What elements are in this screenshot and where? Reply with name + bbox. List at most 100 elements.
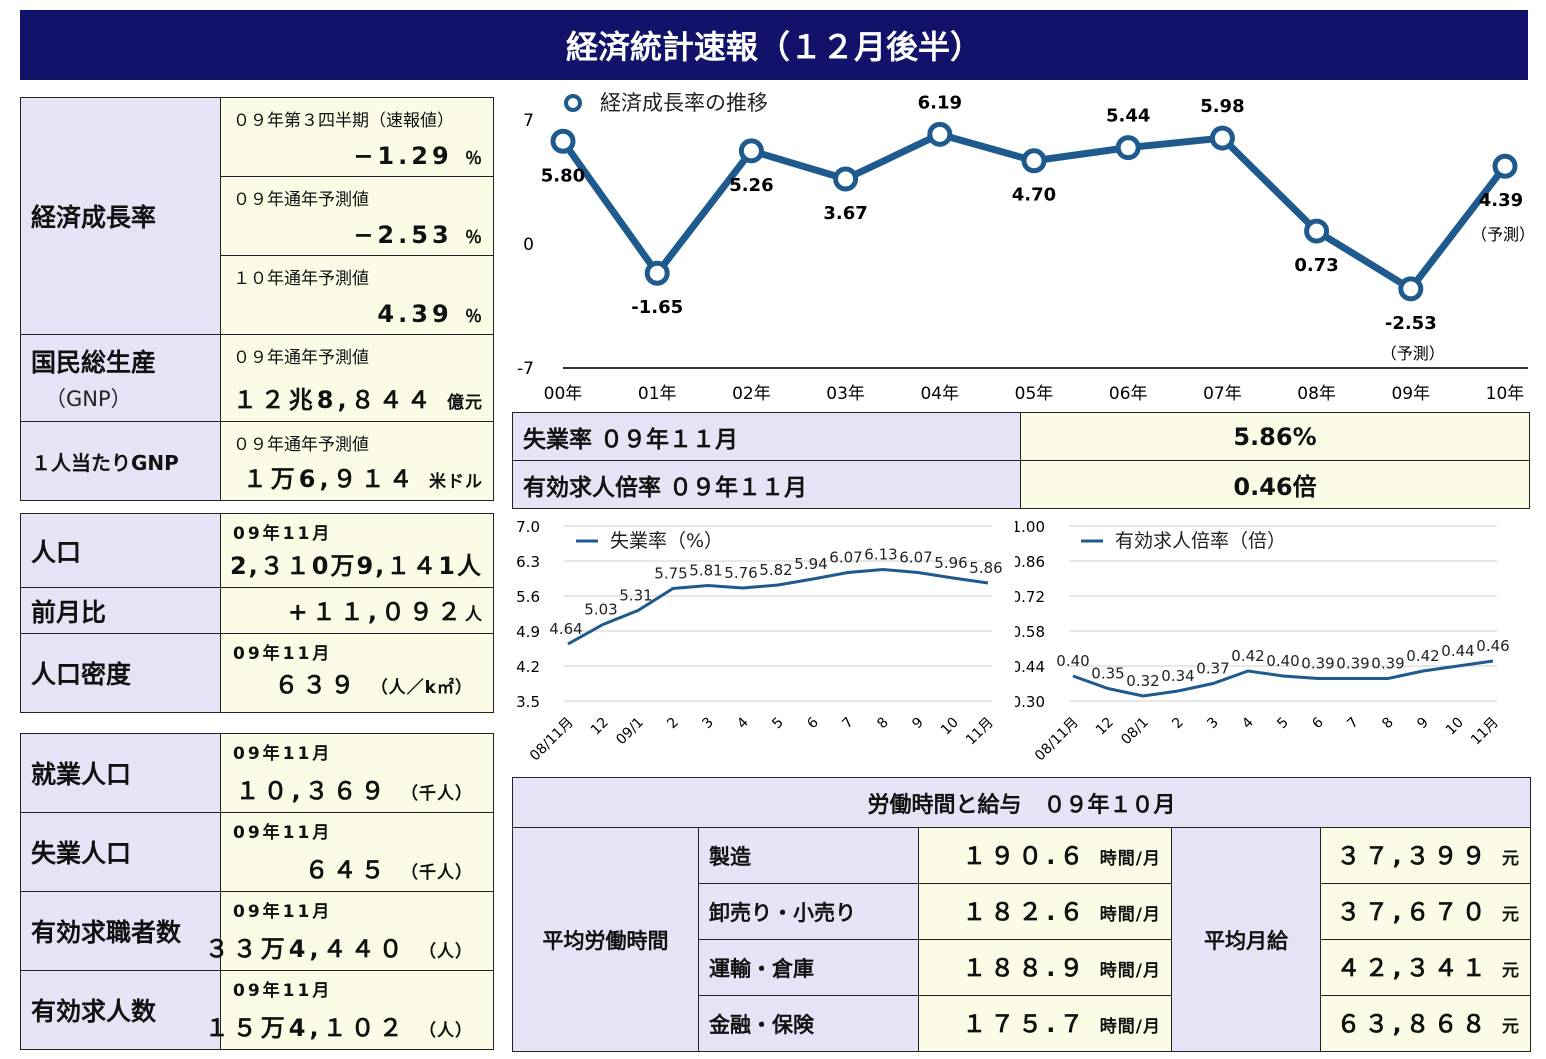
- labor-label: 失業人口: [20, 812, 221, 892]
- data-point: [644, 260, 670, 286]
- y-tick-label: 0: [523, 235, 534, 255]
- data-label: 6.13: [864, 546, 897, 564]
- x-tick-label: 00年: [544, 384, 583, 404]
- data-label: 5.80: [541, 165, 585, 186]
- population-value: 09年11月 2,３１0万9,１４1人: [220, 513, 494, 588]
- data-label: 0.42: [1231, 647, 1264, 665]
- data-label: 4.64: [549, 620, 582, 638]
- gnp-label: 国民総生産 （GNP）: [20, 334, 221, 422]
- y-tick-label: 6.3: [516, 553, 540, 571]
- page-title: 経済統計速報（１２月後半）: [20, 10, 1528, 80]
- x-tick-label: 8: [874, 715, 892, 733]
- x-tick-label: 3: [699, 715, 717, 733]
- forecast-note: （予測）: [1471, 225, 1535, 244]
- labor-label: 就業人口: [20, 733, 221, 813]
- x-tick-label: 05年: [1015, 384, 1054, 404]
- data-label: -1.65: [631, 297, 683, 318]
- unemployment-table: 失業率 ０９年１１月 5.86% 有効求人倍率 ０９年１１月 0.46倍: [512, 412, 1530, 509]
- pay-value: ４２,３４１ 元: [1319, 939, 1532, 996]
- data-point: [1209, 125, 1235, 151]
- hours-value: １８２.６ 時間/月: [918, 883, 1172, 940]
- x-tick-label: 4: [1239, 714, 1257, 732]
- data-label: 5.98: [1200, 96, 1244, 117]
- data-label: 4.70: [1012, 185, 1056, 206]
- x-tick-label: 04年: [920, 384, 959, 404]
- x-tick-label: 6: [1309, 714, 1327, 732]
- data-label: 5.81: [689, 562, 722, 580]
- x-tick-label: 02年: [732, 384, 771, 404]
- x-tick-label: 3: [1204, 715, 1222, 733]
- gnp-value: ０９年通年予測値 １２兆8,８４４ 億元: [220, 334, 494, 422]
- data-label: 6.07: [899, 549, 932, 567]
- x-tick-label: 5: [1274, 715, 1292, 733]
- hours-label: 平均労働時間: [512, 827, 699, 1052]
- pay-value: ３７,３９９ 元: [1319, 827, 1532, 884]
- data-label: 6.07: [829, 549, 862, 567]
- growth-row: ０９年第３四半期（速報値） −1.29 ％: [220, 97, 494, 177]
- data-label: 0.44: [1441, 642, 1474, 660]
- data-label: 0.39: [1301, 655, 1334, 673]
- labor-table: 就業人口 09年11月 １０,３６９ （千人） 失業人口 09年11月 ６４５ （千…: [20, 733, 494, 1050]
- data-point: [550, 128, 576, 154]
- ratio-label: 有効求人倍率 ０９年１１月: [512, 460, 1021, 509]
- ratio-value: 0.46倍: [1020, 460, 1530, 509]
- x-tick-label: 08年: [1297, 384, 1336, 404]
- data-label: 5.82: [759, 561, 792, 579]
- data-label: 5.94: [794, 555, 827, 573]
- data-label: 0.42: [1406, 647, 1439, 665]
- x-tick-label: 10: [1443, 715, 1467, 739]
- x-tick-label: 08/11月: [527, 715, 577, 765]
- growth-label: 経済成長率: [20, 97, 221, 335]
- growth-row: ０９年通年予測値 −2.53 ％: [220, 176, 494, 256]
- x-tick-label: 4: [734, 714, 752, 732]
- unemp-label: 失業率 ０９年１１月: [512, 412, 1021, 461]
- mom-value: +１１,０９２人: [220, 587, 494, 634]
- y-tick-label: 1.00: [1015, 518, 1045, 536]
- data-point: [1115, 135, 1141, 161]
- density-label: 人口密度: [20, 633, 221, 713]
- data-label: 5.75: [654, 565, 687, 583]
- legend-label: 有効求人倍率（倍）: [1115, 530, 1286, 552]
- data-label: 6.19: [918, 92, 962, 113]
- series-line: [567, 567, 989, 646]
- data-label: 5.86: [969, 559, 1002, 577]
- data-label: 5.96: [934, 554, 967, 572]
- pay-value: ６３,８６８ 元: [1319, 995, 1532, 1052]
- population-label: 人口: [20, 513, 221, 588]
- x-tick-label: 5: [769, 715, 787, 733]
- gnp-pc-label: １人当たりGNP: [20, 421, 221, 501]
- x-tick-label: 09年: [1391, 384, 1430, 404]
- labor-value: 09年11月 ６４５ （千人）: [220, 812, 494, 892]
- labor-label: 有効求職者数: [20, 891, 221, 971]
- data-label: 5.03: [584, 601, 617, 619]
- data-point: [1492, 153, 1518, 179]
- sector-label: 運輸・倉庫: [698, 939, 919, 996]
- hours-value: １９０.６ 時間/月: [918, 827, 1172, 884]
- mom-label: 前月比: [20, 587, 221, 634]
- wages-table: 労働時間と給与 ０９年１０月 平均労働時間 製造 １９０.６ 時間/月 平均月給…: [511, 777, 1532, 1052]
- data-point: [833, 166, 859, 192]
- x-tick-label: 7: [839, 715, 857, 733]
- labor-label: 有効求人数: [20, 970, 221, 1050]
- population-table: 人口 09年11月 2,３１0万9,１４1人 前月比 +１１,０９２人 人口密度…: [20, 513, 494, 713]
- data-label: 0.39: [1371, 655, 1404, 673]
- sector-label: 製造: [698, 827, 919, 884]
- series-line: [1072, 659, 1494, 698]
- x-tick-label: 11月: [963, 715, 997, 749]
- data-point: [1304, 218, 1330, 244]
- y-tick-label: 0.72: [1015, 588, 1045, 606]
- x-tick-label: 12: [1093, 715, 1117, 739]
- legend-label: 失業率（%）: [610, 530, 723, 552]
- labor-value: 09年11月 ３３万4,４４０ （人）: [205, 891, 494, 971]
- y-tick-label: -7: [517, 359, 534, 379]
- growth-chart: 経済成長率の推移 7 0 -7 00年 01年 02年 03年 04年 05年 06年 07年 08年 0…: [517, 91, 1535, 404]
- sector-label: 金融・保険: [698, 995, 919, 1052]
- y-tick-label: 7: [523, 111, 534, 131]
- x-tick-label: 08/11月: [1032, 715, 1082, 765]
- growth-table: 経済成長率 ０９年第３四半期（速報値） −1.29 ％ ０９年通年予測値 −2.…: [20, 97, 494, 501]
- x-tick-label: 07年: [1203, 384, 1242, 404]
- data-label: 0.46: [1476, 637, 1509, 655]
- x-tick-label: 7: [1344, 715, 1362, 733]
- legend-label: 経済成長率の推移: [600, 91, 768, 115]
- data-label: 0.35: [1091, 665, 1124, 683]
